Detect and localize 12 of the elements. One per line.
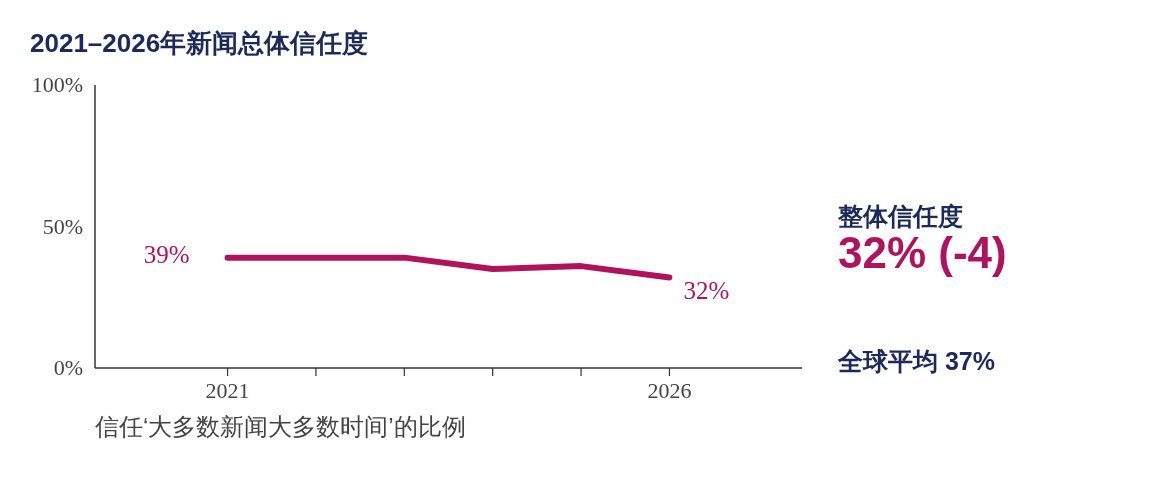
x-tick-label: 2026 <box>647 378 692 403</box>
data-label: 32% <box>683 277 730 305</box>
x-tick-label: 2021 <box>205 378 250 403</box>
y-tick-label: 0% <box>53 355 83 380</box>
y-tick-label: 100% <box>31 72 83 97</box>
text: 信任‘大多数新闻大多数时间’的比例 <box>95 413 466 440</box>
data-label: 39% <box>143 240 190 268</box>
text: 32% (-4) <box>838 228 1007 277</box>
text: 全球平均 37% <box>837 347 995 375</box>
y-tick-label: 50% <box>42 213 83 239</box>
text: 整体信任度 <box>837 202 963 230</box>
chart-title: 2021–2026年新闻总体信任度 <box>30 28 369 58</box>
